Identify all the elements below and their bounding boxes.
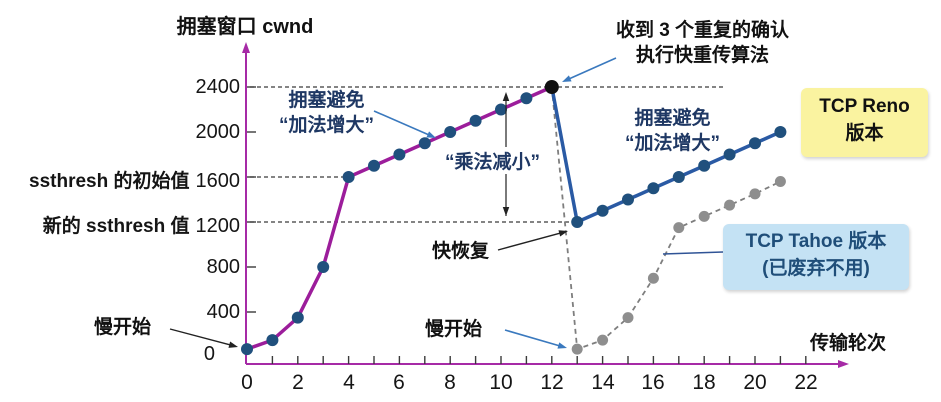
ssthresh-new-row: 新的 ssthresh 值 1200 (0, 211, 240, 238)
tahoe-box-line1: TCP Tahoe 版本 (745, 231, 887, 252)
y-tick-label-1200: 1200 (195, 215, 241, 237)
annotation-slow-start-mid: 慢开始 (425, 319, 483, 340)
chart-title: 拥塞窗口 cwnd (176, 16, 314, 38)
tcp-reno-version-box: TCP Reno 版本 (801, 88, 928, 157)
reno-box-line1: TCP Reno (819, 96, 910, 117)
x-tick-label-4: 4 (343, 371, 355, 394)
annotation-fast-retransmit: 收到 3 个重复的确认 执行快重传算法 (595, 18, 810, 68)
additive-increase-1-line2: “加法增大” (278, 115, 374, 136)
annotation-multiplicative-decrease: “乘法减小” (443, 147, 543, 174)
x-tick-label-8: 8 (444, 371, 456, 394)
additive-increase-2-line1: 拥塞避免 (634, 108, 711, 129)
x-tick-label-10: 10 (489, 371, 513, 394)
annotation-fast-recovery: 快恢复 (432, 241, 490, 262)
x-tick-label-18: 18 (692, 371, 716, 394)
y-tick-label-1600: 1600 (195, 170, 241, 192)
y-tick-label-0: 0 (203, 343, 215, 365)
x-tick-label-12: 12 (540, 371, 564, 394)
x-axis-label: 传输轮次 (810, 333, 887, 354)
y-tick-label-800: 800 (206, 256, 240, 278)
fast-retransmit-line1: 收到 3 个重复的确认 (615, 20, 790, 41)
additive-increase-2-line2: “加法增大” (624, 133, 720, 154)
ssthresh-initial-row: ssthresh 的初始值 1600 (0, 166, 240, 193)
tcp-tahoe-version-box: TCP Tahoe 版本 (已废弃不用) (723, 224, 909, 290)
x-tick-label-2: 2 (292, 371, 304, 394)
ssthresh-new-label: 新的 ssthresh 值 (42, 216, 190, 237)
tahoe-box-line2: (已废弃不用) (762, 258, 870, 279)
y-tick-label-2400: 2400 (195, 76, 241, 98)
additive-increase-1-line1: 拥塞避免 (288, 90, 365, 111)
x-tick-label-16: 16 (641, 371, 665, 394)
x-tick-label-20: 20 (743, 371, 767, 394)
ssthresh-initial-label: ssthresh 的初始值 (29, 171, 190, 192)
x-tick-label-14: 14 (591, 371, 615, 394)
x-tick-label-0: 0 (241, 371, 253, 394)
annotation-additive-increase-1: 拥塞避免 “加法增大” (263, 88, 390, 138)
y-tick-label-400: 400 (206, 301, 240, 323)
annotation-additive-increase-2: 拥塞避免 “加法增大” (590, 106, 755, 156)
reno-box-line2: 版本 (845, 123, 884, 144)
y-tick-label-2000: 2000 (195, 121, 241, 143)
x-tick-label-22: 22 (794, 371, 818, 394)
x-tick-label-6: 6 (393, 371, 405, 394)
annotation-slow-start-left: 慢开始 (94, 317, 152, 338)
fast-retransmit-line2: 执行快重传算法 (635, 45, 769, 66)
